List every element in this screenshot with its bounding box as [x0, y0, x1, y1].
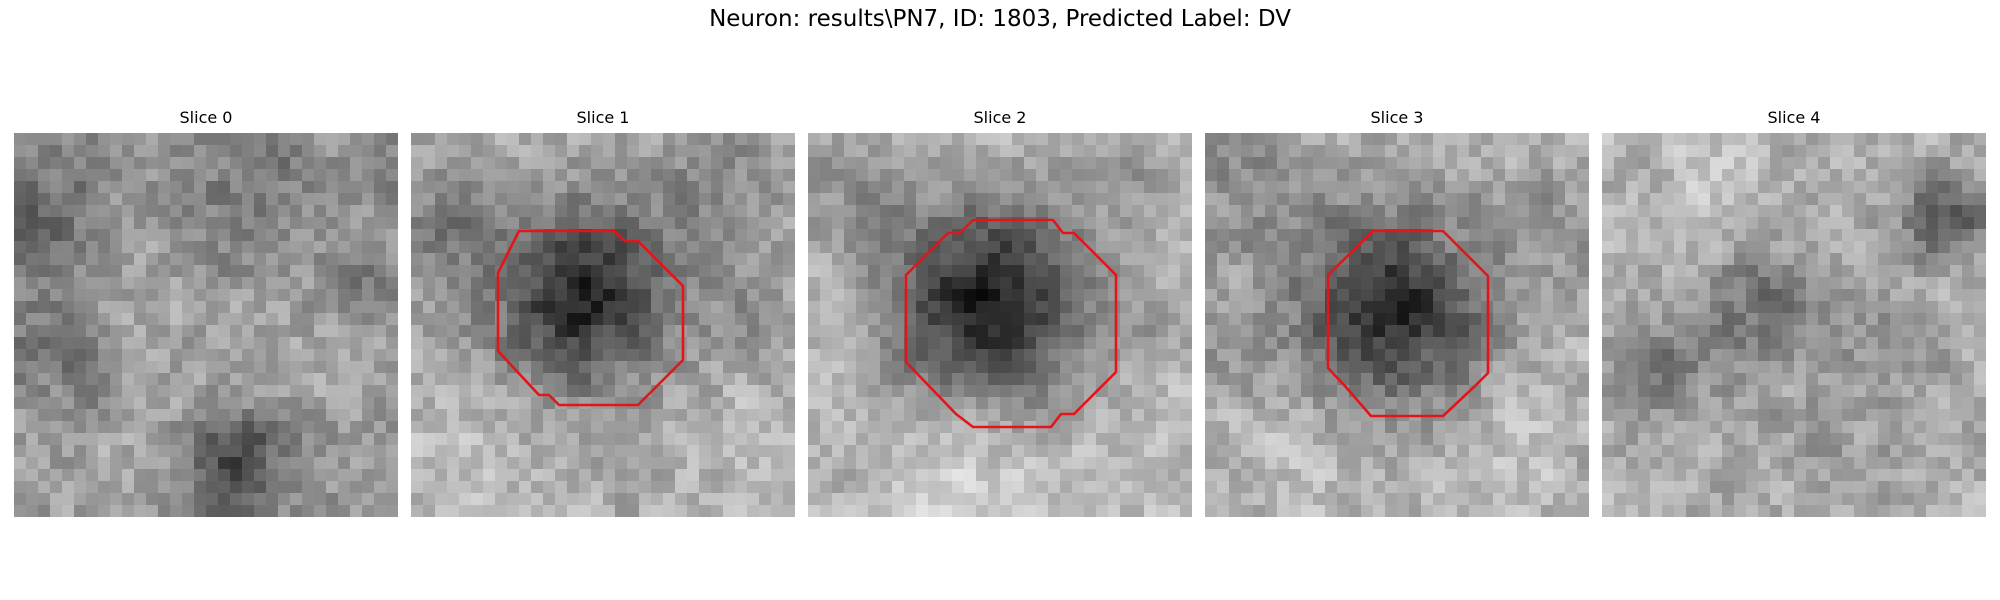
slice-3-contour [1326, 229, 1490, 418]
slice-1-image [411, 133, 795, 517]
slice-3-title: Slice 3 [1370, 108, 1424, 127]
slice-1-contour [496, 229, 685, 407]
figure-title: Neuron: results\PN7, ID: 1803, Predicted… [709, 6, 1291, 32]
slice-0-title: Slice 0 [179, 108, 233, 127]
slice-2-title: Slice 2 [973, 108, 1027, 127]
slice-2-contour [904, 218, 1118, 429]
slice-4-image [1602, 133, 1986, 517]
slice-0-image [14, 133, 398, 517]
slice-3-image [1205, 133, 1589, 517]
slice-2-image [808, 133, 1192, 517]
slice-4-title: Slice 4 [1767, 108, 1821, 127]
slice-1-title: Slice 1 [576, 108, 630, 127]
